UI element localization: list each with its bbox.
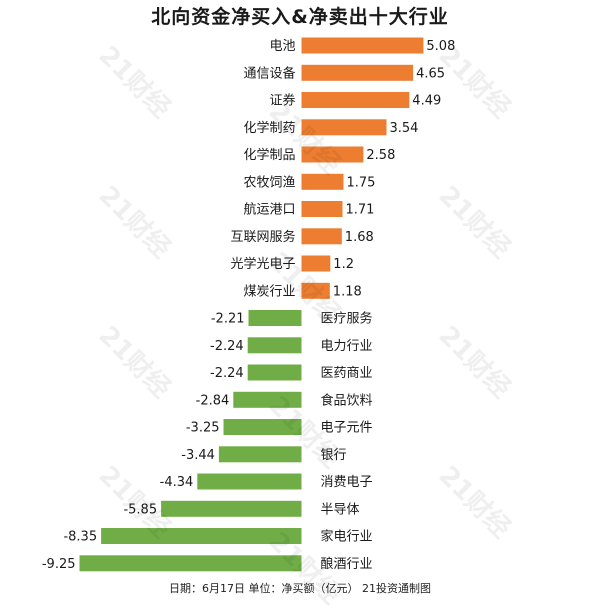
bar-银行 xyxy=(218,446,302,463)
category-label: 酿酒行业 xyxy=(321,556,373,572)
category-label: 电子元件 xyxy=(321,421,373,436)
value-label: 1.2 xyxy=(333,257,354,272)
bar-家电行业 xyxy=(101,528,302,544)
category-label: 食品饮料 xyxy=(321,392,373,408)
category-label: 电力行业 xyxy=(321,339,373,354)
category-label: 医药商业 xyxy=(321,366,373,381)
value-label: -5.85 xyxy=(123,502,157,517)
category-label: 化学制品 xyxy=(243,147,295,163)
bar-电子元件 xyxy=(223,419,302,435)
category-label: 证券 xyxy=(269,93,295,109)
category-label: 医疗服务 xyxy=(321,311,373,327)
bar-酿酒行业 xyxy=(79,555,302,572)
labels-layer: 电池 5.08 通信设备 4.65 证券 4.49 化学制药 3.54 化学制品 2.58 农牧饲渔… xyxy=(42,39,455,572)
bar-证券 xyxy=(301,92,410,108)
value-label: 3.54 xyxy=(390,121,419,136)
value-label: -2.24 xyxy=(210,339,244,354)
category-label: 银行 xyxy=(321,448,347,463)
bars-layer xyxy=(79,37,424,572)
category-label: 光学光电子 xyxy=(230,256,295,272)
value-label: -2.24 xyxy=(210,366,244,381)
value-label: 1.18 xyxy=(333,284,362,299)
value-label: -3.25 xyxy=(186,421,220,436)
value-label: -2.84 xyxy=(196,393,230,408)
value-label: 1.71 xyxy=(346,203,375,218)
value-label: -2.21 xyxy=(211,312,245,327)
bar-半导体 xyxy=(161,500,302,517)
footer-note: 日期：6月17日 单位：净买额（亿元） 21投资通制图 xyxy=(169,582,431,595)
category-label: 消费电子 xyxy=(321,475,373,490)
value-label: -9.25 xyxy=(42,557,76,572)
value-label: 1.68 xyxy=(345,230,374,245)
category-label: 家电行业 xyxy=(321,529,373,545)
value-label: 5.08 xyxy=(426,39,455,54)
bar-医药商业 xyxy=(247,364,302,381)
bar-通信设备 xyxy=(301,64,414,81)
value-label: 4.65 xyxy=(416,66,445,81)
bar-煤炭行业 xyxy=(301,282,330,299)
category-label: 航运港口 xyxy=(243,202,295,218)
category-label: 互联网服务 xyxy=(230,229,295,245)
value-label: 4.49 xyxy=(412,94,441,109)
bar-化学制品 xyxy=(301,146,364,163)
value-label: 1.75 xyxy=(347,175,376,190)
bar-化学制药 xyxy=(301,119,387,136)
bar-消费电子 xyxy=(197,473,302,490)
value-label: -8.35 xyxy=(63,530,97,545)
category-label: 半导体 xyxy=(321,502,360,517)
bar-农牧饲渔 xyxy=(301,173,344,190)
bar-医疗服务 xyxy=(248,310,302,326)
category-label: 化学制药 xyxy=(243,120,295,136)
value-label: 2.58 xyxy=(366,148,395,163)
category-label: 电池 xyxy=(269,39,295,54)
bar-电力行业 xyxy=(247,337,302,354)
chart-title: 北向资金净买入&净卖出十大行业 xyxy=(151,6,449,28)
value-label: -4.34 xyxy=(160,475,194,490)
category-label: 农牧饲渔 xyxy=(243,175,295,190)
bar-航运港口 xyxy=(301,201,343,217)
bar-食品饮料 xyxy=(233,391,302,408)
category-label: 煤炭行业 xyxy=(243,284,295,299)
bar-电池 xyxy=(301,37,424,54)
bar-光学光电子 xyxy=(301,255,331,272)
value-label: -3.44 xyxy=(181,448,215,463)
bar-互联网服务 xyxy=(301,228,342,245)
category-label: 通信设备 xyxy=(243,65,295,81)
